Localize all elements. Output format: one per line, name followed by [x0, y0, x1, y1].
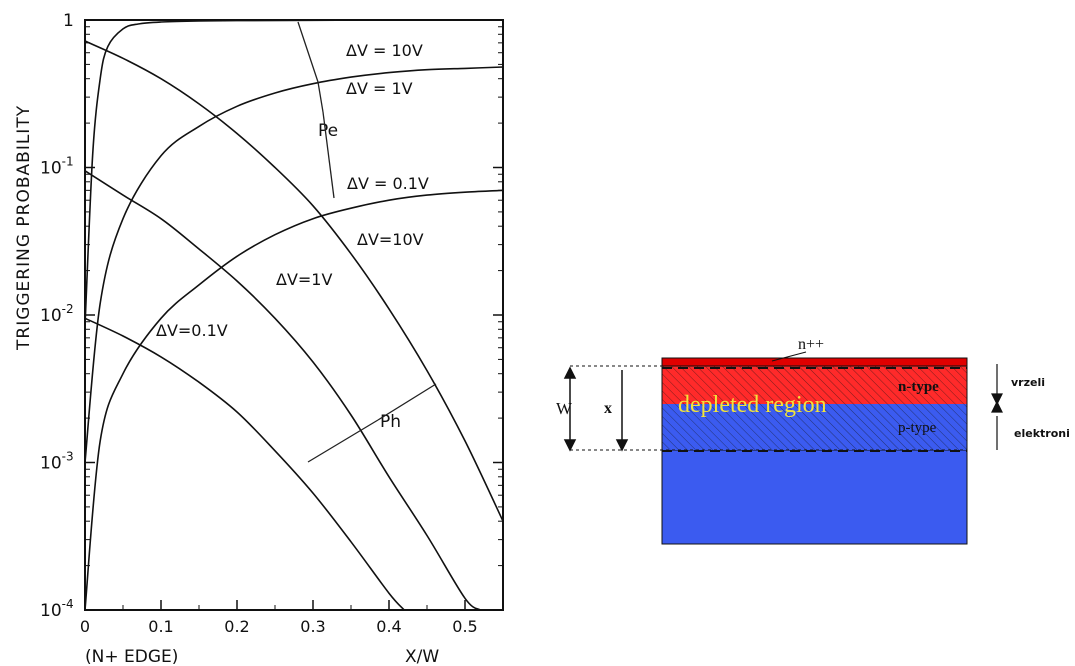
- w-label: W: [556, 399, 573, 418]
- curve-pe-1v: [84, 66, 504, 463]
- label-dv10-pe: ΔV = 10V: [346, 41, 423, 60]
- y-axis-label: TRIGGERING PROBABILITY: [14, 105, 34, 351]
- label-ph: Ph: [380, 412, 401, 432]
- label-dv1-pe: ΔV = 1V: [346, 79, 413, 98]
- x-tick-label: 0: [80, 617, 90, 636]
- x-tick-label: 0.4: [376, 617, 401, 636]
- triggering-probability-chart: 10-4 10-3 10-2 10-1 1 0 0.1 0.2 0.3 0.4 0.5 TRIGG…: [14, 11, 504, 666]
- label-dv01-ph: ΔV=0.1V: [156, 321, 228, 340]
- label-pe: Pe: [318, 121, 338, 141]
- elektroni-label: elektroni: [1014, 427, 1070, 440]
- junction-diagram: n++ n-type p-type depleted region W x vr…: [556, 336, 1070, 545]
- curve-ph-1v: [84, 170, 481, 611]
- x-tick-label: 0.2: [224, 617, 249, 636]
- x-axis-ticks: 0 0.1 0.2 0.3 0.4 0.5: [80, 600, 504, 636]
- y-tick-label: 1: [63, 11, 74, 31]
- label-dv1-ph: ΔV=1V: [276, 270, 332, 289]
- x-axis-label: X/W: [405, 647, 439, 666]
- curves: [84, 19, 504, 611]
- n-plus-plus-layer: [661, 357, 968, 367]
- ph-leader-lines: [307, 383, 437, 463]
- vrzeli-label: vrzeli: [1011, 376, 1045, 389]
- x-tick-label: 0.5: [452, 617, 477, 636]
- depleted-region-label: depleted region: [678, 392, 827, 418]
- curve-ph-0p1v: [84, 317, 405, 611]
- p-type-label: p-type: [898, 420, 937, 436]
- y-tick-label: 10-1: [40, 155, 74, 179]
- y-tick-label: 10-3: [40, 450, 74, 474]
- x-label: x: [604, 400, 612, 417]
- n-plus-plus-label: n++: [798, 336, 824, 353]
- x-depth-arrow: [615, 370, 629, 452]
- y-tick-label: 10-4: [40, 597, 74, 621]
- x-edge-note: (N+ EDGE): [85, 647, 178, 666]
- x-tick-label: 0.3: [300, 617, 325, 636]
- curve-pe-0p1v: [84, 189, 504, 611]
- label-dv10-ph: ΔV=10V: [357, 230, 424, 249]
- curve-pe-10v: [84, 19, 504, 326]
- n-type-label: n-type: [898, 379, 939, 395]
- plot-frame: [84, 19, 504, 611]
- x-tick-label: 0.1: [148, 617, 173, 636]
- label-dv01-pe: ΔV = 0.1V: [347, 174, 429, 193]
- y-tick-label: 10-2: [40, 302, 74, 326]
- curve-ph-10v: [84, 40, 504, 522]
- pe-leader-lines: [297, 21, 335, 199]
- w-dimension-arrow: [563, 366, 577, 452]
- y-axis-ticks: 10-4 10-3 10-2 10-1 1: [40, 11, 503, 621]
- bulk-p-region: [661, 449, 968, 545]
- carrier-arrows: [991, 364, 1003, 450]
